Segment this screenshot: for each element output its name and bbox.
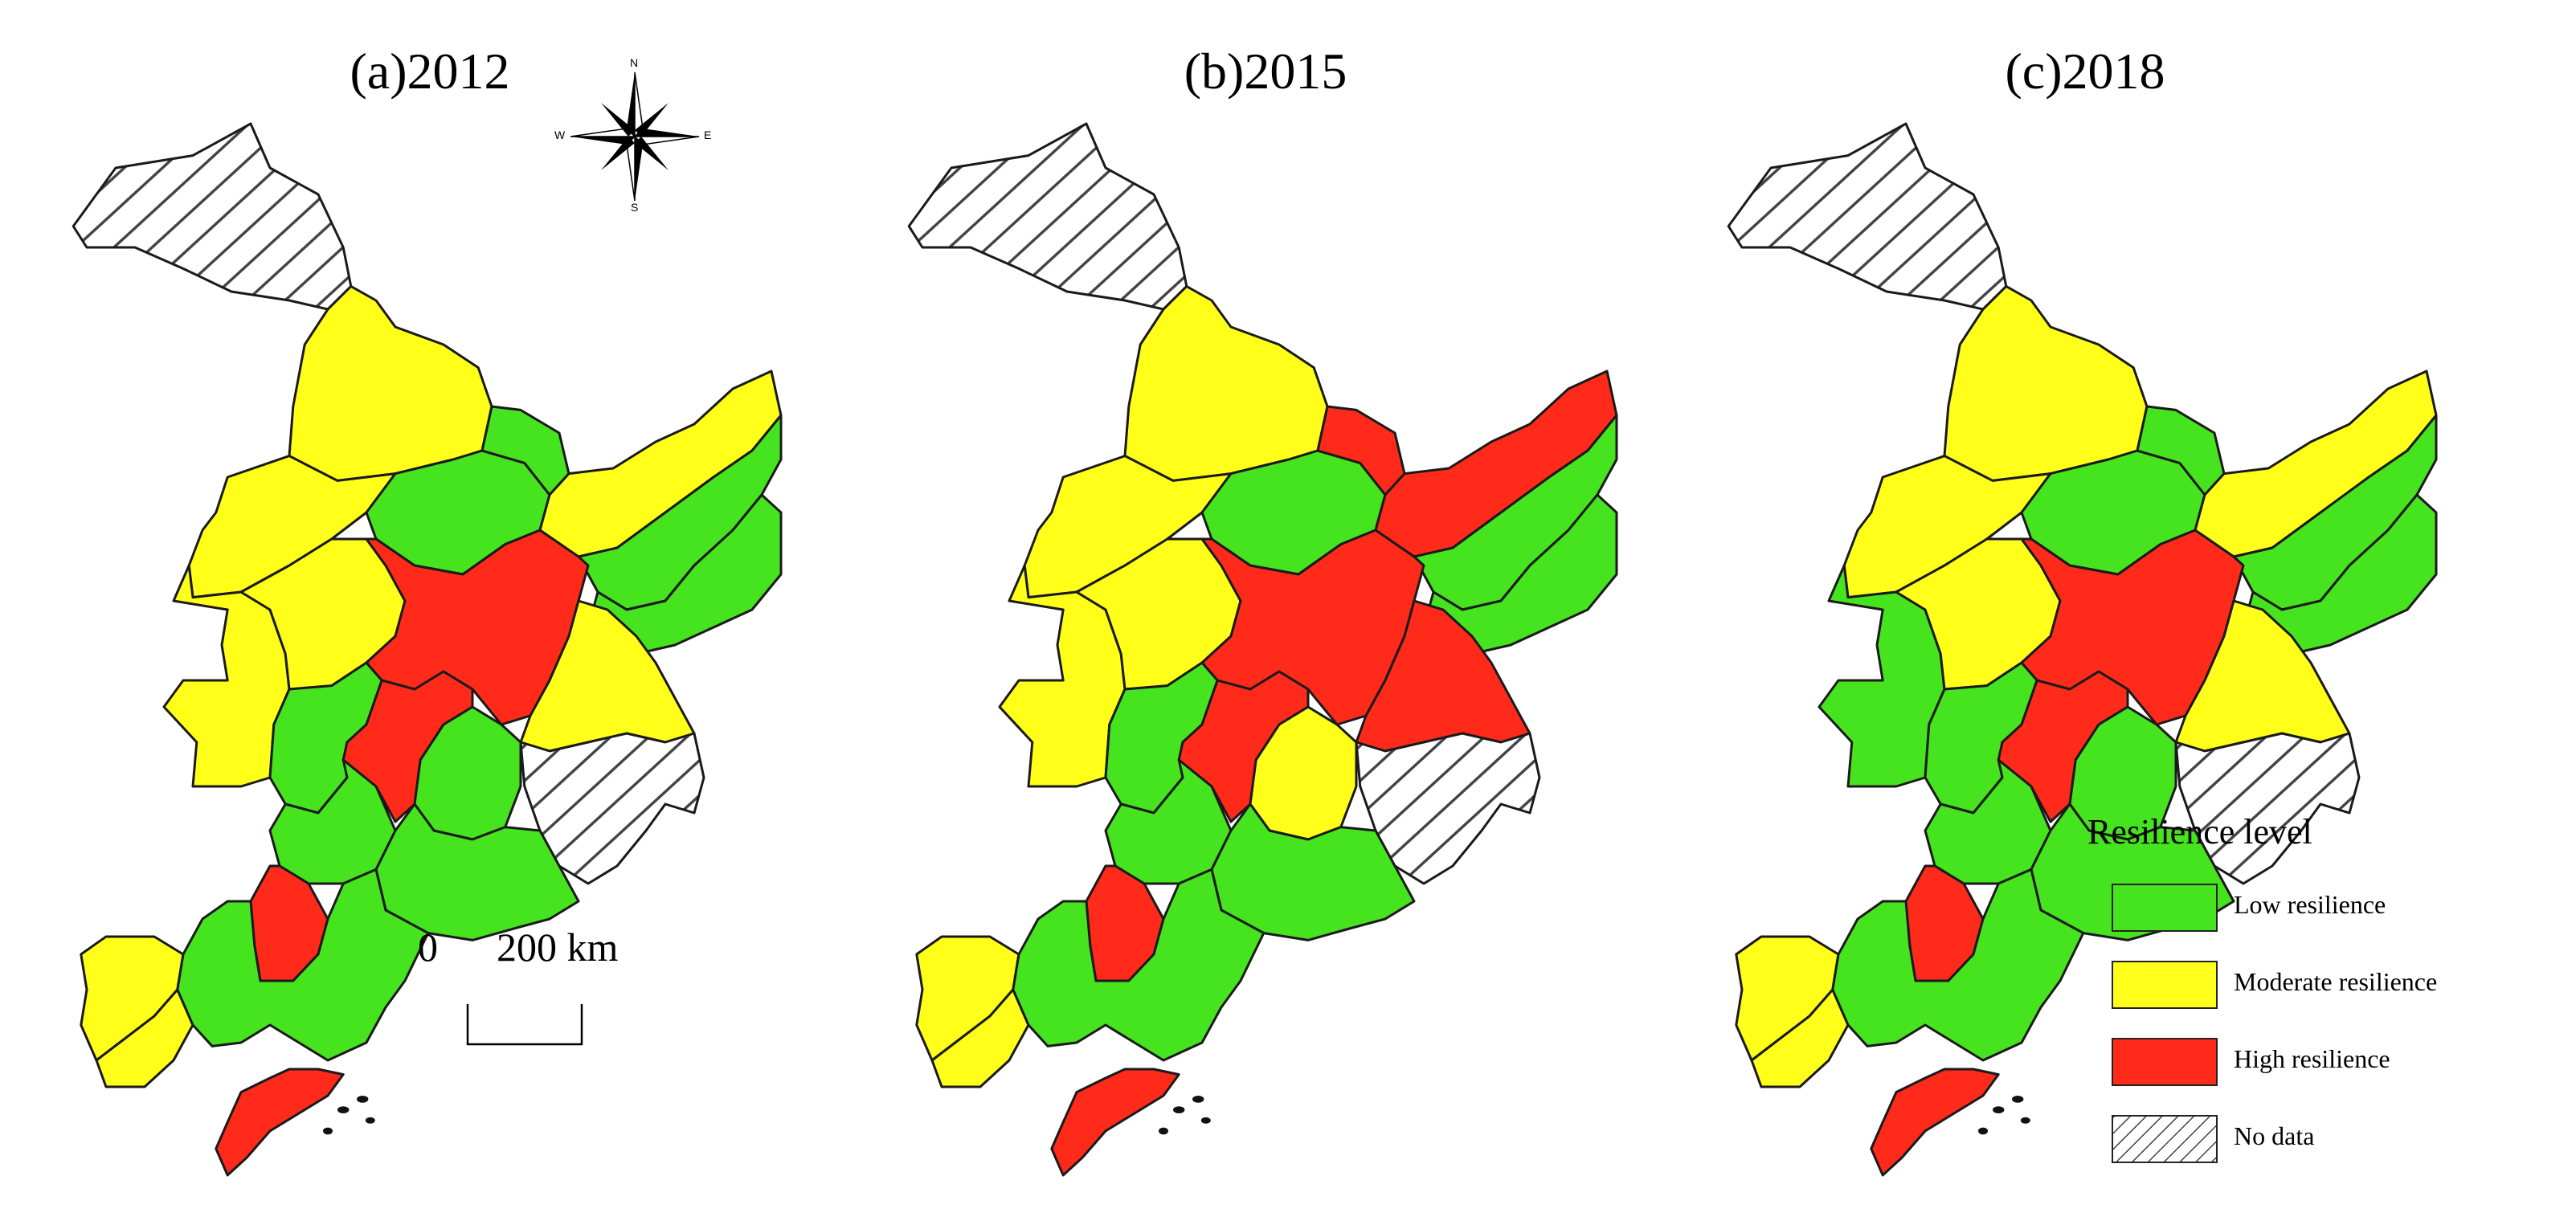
- island: [357, 1096, 369, 1103]
- legend-label: Moderate resilience: [2234, 967, 2438, 996]
- region-far-north: [73, 124, 351, 309]
- region-far-north: [1728, 124, 2006, 309]
- region-peninsula: [1052, 1069, 1179, 1175]
- region-map: [1655, 0, 2515, 1225]
- map-panel-2015: (b)2015: [836, 0, 1695, 1225]
- region-map: [836, 0, 1695, 1225]
- legend-title: Resilience level: [2087, 812, 2312, 851]
- scale-bar: 0 200 km: [410, 924, 675, 1052]
- legend-item-moderate: Moderate resilience: [2112, 961, 2570, 1009]
- north-arrow-icon: N S E W: [554, 56, 715, 217]
- legend-label: High resilience: [2234, 1044, 2390, 1073]
- region-north-west: [289, 286, 492, 480]
- island: [1993, 1106, 2005, 1113]
- island: [1159, 1127, 1168, 1135]
- region-south-coast: [178, 869, 428, 1060]
- scale-zero-label: 0: [418, 925, 438, 970]
- region-group: [73, 124, 781, 1175]
- region-south-coast: [1013, 869, 1264, 1060]
- legend-item-low: Low resilience: [2112, 884, 2570, 932]
- map-panel-2018: (c)2018: [1655, 0, 2515, 1225]
- panel-title: (a)2012: [350, 43, 510, 100]
- island: [2020, 1117, 2030, 1124]
- panel-title: (c)2018: [2005, 43, 2165, 100]
- island: [365, 1117, 375, 1124]
- region-map: [0, 0, 860, 1225]
- region-south-coast: [1833, 869, 2083, 1060]
- island: [1192, 1096, 1204, 1103]
- compass-s-label: S: [631, 201, 639, 214]
- region-peninsula: [1871, 1069, 1998, 1175]
- legend-swatch-low: [2112, 884, 2218, 932]
- region-far-north: [909, 124, 1187, 309]
- map-panel-2012: (a)2012: [0, 0, 860, 1225]
- legend: Resilience level Low resilience Moderate…: [2087, 811, 2570, 1213]
- island: [323, 1127, 333, 1135]
- island: [1173, 1106, 1185, 1113]
- region-north-west: [1944, 286, 2147, 480]
- legend-item-high: High resilience: [2112, 1038, 2570, 1086]
- region-north-west: [1125, 286, 1327, 480]
- legend-swatch-moderate: [2112, 961, 2218, 1009]
- legend-swatch-high: [2112, 1038, 2218, 1086]
- compass-n-label: N: [630, 56, 639, 69]
- region-peninsula: [216, 1069, 343, 1175]
- panel-title: (b)2015: [1184, 43, 1347, 100]
- compass-e-label: E: [704, 129, 712, 141]
- region-group: [909, 124, 1617, 1175]
- island: [1200, 1117, 1211, 1124]
- region-group: [1728, 124, 2436, 1175]
- legend-label: Low resilience: [2234, 890, 2386, 919]
- island: [1978, 1127, 1988, 1135]
- legend-swatch-no-data: [2112, 1115, 2218, 1163]
- region-south-west-b: [96, 990, 193, 1087]
- legend-label: No data: [2234, 1121, 2315, 1150]
- region-south-west-b: [1752, 990, 1848, 1087]
- island: [337, 1106, 350, 1113]
- region-south-west-b: [932, 990, 1028, 1087]
- compass-w-label: W: [554, 129, 566, 141]
- legend-item-no-data: No data: [2112, 1115, 2570, 1163]
- scale-distance-label: 200 km: [497, 925, 619, 970]
- island: [2012, 1096, 2024, 1103]
